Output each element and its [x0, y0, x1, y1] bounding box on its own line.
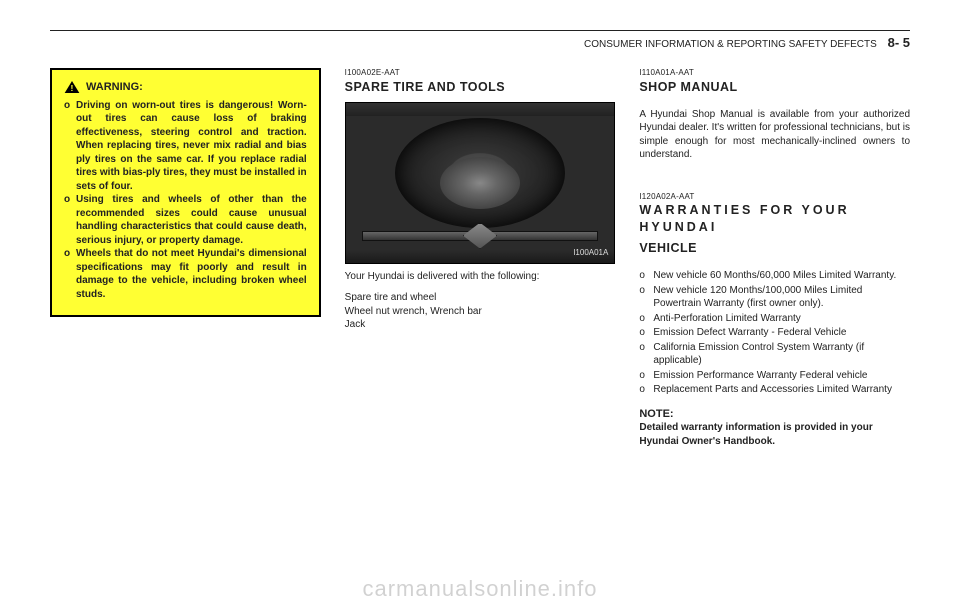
note-body: Detailed warranty information is provide…	[639, 421, 910, 448]
tire-hub-graphic	[440, 157, 520, 209]
header-section: CONSUMER INFORMATION & REPORTING SAFETY …	[584, 39, 877, 50]
warning-item: oDriving on worn-out tires is dangerous!…	[64, 99, 307, 194]
warning-header: ! WARNING:	[64, 80, 307, 95]
warning-item: oWheels that do not meet Hyundai's dimen…	[64, 247, 307, 301]
warning-title: WARNING:	[86, 80, 143, 95]
section-title-warranties-line1: WARRANTIES FOR YOUR HYUNDAI	[639, 202, 910, 236]
top-rule	[50, 30, 910, 31]
warranty-item: oEmission Performance Warranty Federal v…	[639, 369, 910, 383]
warranty-item: oAnti-Perforation Limited Warranty	[639, 312, 910, 326]
tool-line: Jack	[345, 318, 616, 332]
warranty-item: oNew vehicle 120 Months/100,000 Miles Li…	[639, 284, 910, 311]
svg-text:!: !	[71, 83, 74, 93]
section-code: I100A02E-AAT	[345, 68, 616, 79]
photo-label: I100A01A	[573, 248, 608, 259]
column-right: I110A01A-AAT SHOP MANUAL A Hyundai Shop …	[639, 68, 910, 448]
watermark: carmanualsonline.info	[50, 576, 910, 602]
content-columns: ! WARNING: oDriving on worn-out tires is…	[50, 68, 910, 448]
tool-line: Spare tire and wheel	[345, 291, 616, 305]
section-title-shop-manual: SHOP MANUAL	[639, 79, 910, 96]
note-title: NOTE:	[639, 407, 910, 422]
section-title-spare-tire: SPARE TIRE AND TOOLS	[345, 79, 616, 96]
shop-manual-body: A Hyundai Shop Manual is available from …	[639, 108, 910, 162]
warranty-item: oCalifornia Emission Control System Warr…	[639, 341, 910, 368]
tool-line: Wheel nut wrench, Wrench bar	[345, 305, 616, 319]
section-code: I120A02A-AAT	[639, 192, 910, 203]
page-number: 8- 5	[888, 35, 910, 50]
warning-item: oUsing tires and wheels of other than th…	[64, 193, 307, 247]
section-code: I110A01A-AAT	[639, 68, 910, 79]
spare-tire-caption: Your Hyundai is delivered with the follo…	[345, 270, 616, 284]
warranty-item: oNew vehicle 60 Months/60,000 Miles Limi…	[639, 269, 910, 283]
column-middle: I100A02E-AAT SPARE TIRE AND TOOLS I100A0…	[345, 68, 616, 448]
warranty-item: oReplacement Parts and Accessories Limit…	[639, 383, 910, 397]
warranty-list: oNew vehicle 60 Months/60,000 Miles Limi…	[639, 269, 910, 397]
warning-triangle-icon: !	[64, 80, 80, 94]
warning-list: oDriving on worn-out tires is dangerous!…	[64, 99, 307, 302]
warranty-item: oEmission Defect Warranty - Federal Vehi…	[639, 326, 910, 340]
warning-box: ! WARNING: oDriving on worn-out tires is…	[50, 68, 321, 317]
page-header: CONSUMER INFORMATION & REPORTING SAFETY …	[50, 35, 910, 50]
spare-tire-photo: I100A01A	[345, 102, 616, 264]
column-left: ! WARNING: oDriving on worn-out tires is…	[50, 68, 321, 448]
section-title-warranties-line2: VEHICLE	[639, 240, 910, 257]
